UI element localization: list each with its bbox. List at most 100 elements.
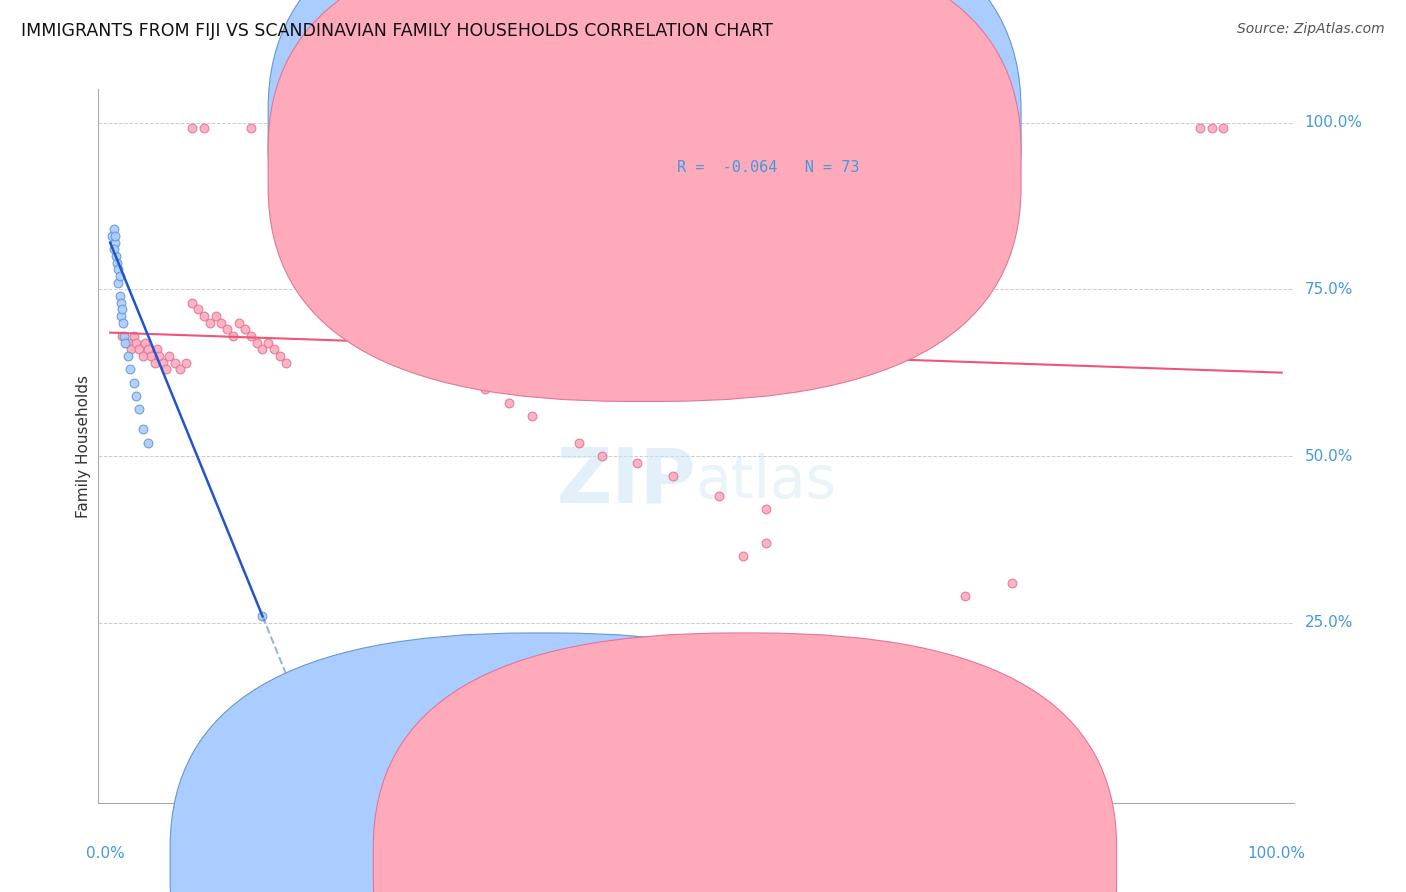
Point bbox=[252, 343, 274, 357]
Point bbox=[117, 349, 139, 363]
Point bbox=[222, 329, 245, 343]
FancyBboxPatch shape bbox=[269, 0, 1021, 362]
Point bbox=[125, 389, 148, 403]
Point bbox=[281, 242, 304, 256]
Point bbox=[148, 349, 170, 363]
Point bbox=[333, 295, 356, 310]
Point bbox=[104, 228, 127, 243]
Point bbox=[125, 335, 148, 350]
Point bbox=[568, 435, 591, 450]
Point bbox=[626, 456, 648, 470]
Point bbox=[498, 395, 520, 409]
Point bbox=[246, 335, 269, 350]
Point bbox=[661, 469, 683, 483]
Point bbox=[392, 316, 415, 330]
Point bbox=[157, 349, 180, 363]
Point bbox=[112, 329, 135, 343]
Text: R =  -0.792   N = 25: R = -0.792 N = 25 bbox=[676, 121, 859, 136]
Point bbox=[731, 549, 754, 563]
Point bbox=[263, 120, 285, 135]
FancyBboxPatch shape bbox=[374, 633, 1116, 892]
Text: 100.0%: 100.0% bbox=[1305, 115, 1362, 130]
Text: 50.0%: 50.0% bbox=[1305, 449, 1353, 464]
Point bbox=[298, 255, 321, 269]
Point bbox=[217, 322, 239, 336]
Text: 25.0%: 25.0% bbox=[1305, 615, 1353, 631]
Point bbox=[269, 349, 291, 363]
Point bbox=[143, 356, 166, 370]
Point bbox=[122, 329, 145, 343]
Point bbox=[111, 302, 134, 317]
Point bbox=[122, 376, 145, 390]
Point bbox=[105, 249, 128, 263]
Point bbox=[239, 120, 262, 135]
Point bbox=[292, 249, 315, 263]
Point bbox=[174, 356, 197, 370]
Point bbox=[357, 302, 380, 317]
Point bbox=[107, 262, 129, 277]
Point bbox=[233, 322, 256, 336]
Point bbox=[136, 343, 159, 357]
Point bbox=[955, 589, 977, 603]
Point bbox=[110, 309, 132, 323]
Point bbox=[755, 502, 778, 516]
Point bbox=[103, 222, 125, 236]
Text: 100.0%: 100.0% bbox=[1247, 846, 1306, 861]
Point bbox=[117, 335, 139, 350]
Point bbox=[198, 316, 221, 330]
Point bbox=[112, 316, 135, 330]
Text: Immigrants from Fiji: Immigrants from Fiji bbox=[562, 856, 709, 871]
Point bbox=[120, 343, 142, 357]
Point bbox=[252, 609, 274, 624]
Point bbox=[520, 409, 543, 423]
Point bbox=[239, 329, 262, 343]
Point bbox=[755, 535, 778, 549]
Point bbox=[709, 489, 731, 503]
Point bbox=[108, 289, 131, 303]
Point bbox=[228, 316, 250, 330]
FancyBboxPatch shape bbox=[170, 633, 914, 892]
Point bbox=[1188, 120, 1211, 135]
Point bbox=[107, 276, 129, 290]
Point bbox=[104, 235, 127, 250]
FancyBboxPatch shape bbox=[269, 0, 1021, 401]
Point bbox=[450, 636, 472, 650]
Y-axis label: Family Households: Family Households bbox=[76, 375, 91, 517]
Point bbox=[211, 316, 233, 330]
Point bbox=[450, 335, 472, 350]
Point bbox=[474, 382, 496, 396]
Point bbox=[309, 282, 332, 296]
Point bbox=[193, 309, 215, 323]
Text: 0.0%: 0.0% bbox=[87, 846, 125, 861]
Point bbox=[872, 702, 894, 716]
Text: Scandinavians: Scandinavians bbox=[765, 856, 872, 871]
Point bbox=[274, 356, 297, 370]
Point bbox=[155, 362, 177, 376]
Bar bbox=[613, 103, 948, 193]
Point bbox=[187, 302, 209, 317]
Point bbox=[193, 120, 215, 135]
Point bbox=[128, 402, 150, 417]
Point bbox=[181, 295, 204, 310]
Point bbox=[136, 435, 159, 450]
Text: 75.0%: 75.0% bbox=[1305, 282, 1353, 297]
Point bbox=[110, 295, 132, 310]
Point bbox=[128, 343, 150, 357]
Point bbox=[134, 335, 156, 350]
Point bbox=[141, 349, 163, 363]
Text: IMMIGRANTS FROM FIJI VS SCANDINAVIAN FAMILY HOUSEHOLDS CORRELATION CHART: IMMIGRANTS FROM FIJI VS SCANDINAVIAN FAM… bbox=[21, 22, 773, 40]
Text: atlas: atlas bbox=[696, 453, 837, 510]
Point bbox=[427, 329, 450, 343]
Point bbox=[204, 309, 226, 323]
Point bbox=[114, 335, 136, 350]
Text: R =  -0.064   N = 73: R = -0.064 N = 73 bbox=[676, 161, 859, 175]
Point bbox=[146, 343, 169, 357]
Point bbox=[263, 343, 285, 357]
Point bbox=[1001, 575, 1024, 590]
Point bbox=[103, 242, 125, 256]
Point bbox=[591, 449, 613, 463]
Point bbox=[152, 356, 174, 370]
Point bbox=[105, 255, 128, 269]
Point bbox=[163, 356, 186, 370]
Point bbox=[132, 422, 155, 436]
